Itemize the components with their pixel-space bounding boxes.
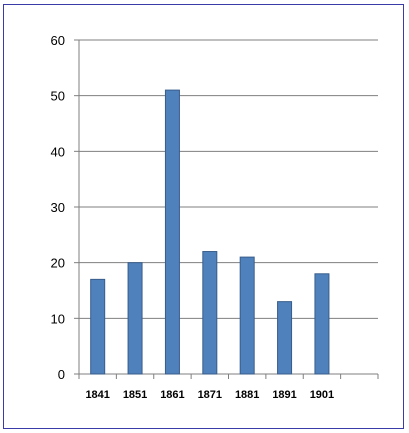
y-tick-label-60: 60 [51, 33, 65, 48]
y-tick-labels: 0 10 20 30 40 50 60 [51, 33, 65, 382]
y-tick-label-10: 10 [51, 311, 65, 326]
bar-1901 [314, 273, 330, 375]
x-tick-label-1851: 1851 [123, 389, 147, 401]
y-tick-label-20: 20 [51, 256, 65, 271]
y-tick-label-50: 50 [51, 89, 65, 104]
x-tick-label-1901: 1901 [310, 389, 334, 401]
axes [74, 39, 379, 379]
x-tick-labels: 1841 1851 1861 1871 1881 1891 1901 [85, 389, 334, 401]
x-tick-label-1891: 1891 [272, 389, 296, 401]
bar-1881 [239, 256, 255, 375]
gridlines [79, 39, 378, 319]
bar-1861 [164, 89, 180, 375]
x-tick-label-1881: 1881 [235, 389, 259, 401]
x-tick-label-1871: 1871 [198, 389, 222, 401]
bar-1841 [90, 278, 106, 375]
bar-1891 [277, 301, 293, 375]
bars [90, 89, 330, 375]
y-tick-label-40: 40 [51, 144, 65, 159]
x-tick-label-1861: 1861 [160, 389, 184, 401]
y-tick-label-30: 30 [51, 200, 65, 215]
bar-1851 [127, 262, 143, 375]
y-tick-label-0: 0 [58, 367, 65, 382]
x-tick-label-1841: 1841 [85, 389, 109, 401]
bar-1871 [202, 251, 218, 375]
